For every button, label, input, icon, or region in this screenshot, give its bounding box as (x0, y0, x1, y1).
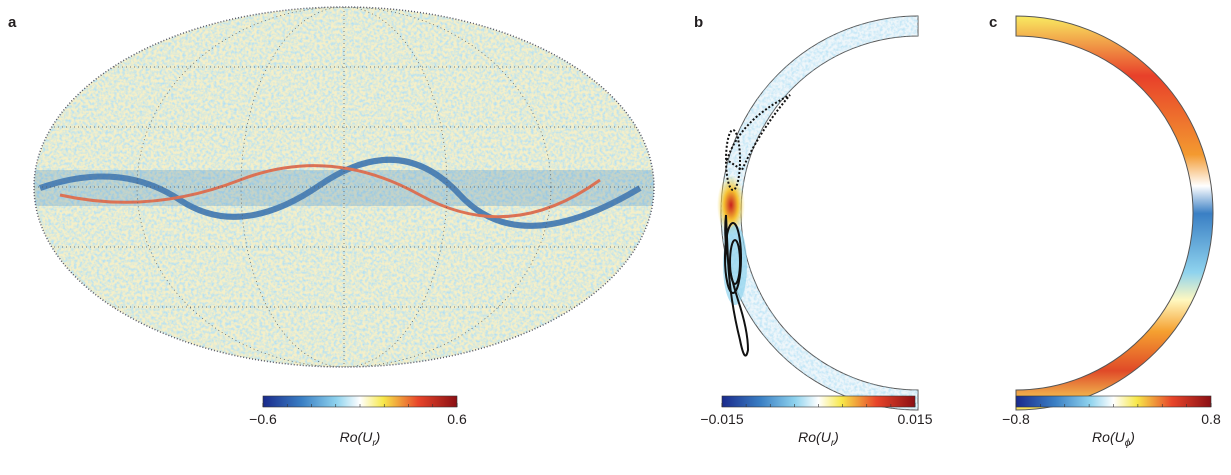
title-part: ) (374, 429, 381, 445)
colorbar-title: Ro(Ur) (340, 429, 381, 449)
colorbar-tick-label: −0.6 (249, 411, 277, 427)
colorbar-title: Ro(Ur) (798, 429, 839, 449)
panel-label: b (694, 14, 703, 31)
colorbar-title: Ro(Uϕ) (1092, 429, 1135, 449)
panel-label: c (989, 14, 997, 31)
title-part: Ro(U (798, 429, 832, 445)
colorbar-tick-label: 0.015 (897, 411, 932, 427)
colorbar-tick-label: 0.8 (1201, 411, 1221, 427)
subscript: r (831, 438, 835, 449)
panel-label: a (8, 14, 17, 31)
section-c (1015, 15, 1214, 411)
colorbar-tick-label: −0.015 (700, 411, 743, 427)
subscript: ϕ (1125, 438, 1131, 449)
section-b (717, 15, 919, 411)
title-part: Ro(U (340, 429, 374, 445)
title-part: ) (832, 429, 839, 445)
subscript: r (372, 438, 376, 449)
colorbar-tick-label: −0.8 (1002, 411, 1030, 427)
colorbar-tick-label: 0.6 (447, 411, 467, 427)
title-part: Ro(U (1092, 429, 1126, 445)
title-part: ) (1128, 429, 1135, 445)
map-a (33, 6, 655, 368)
